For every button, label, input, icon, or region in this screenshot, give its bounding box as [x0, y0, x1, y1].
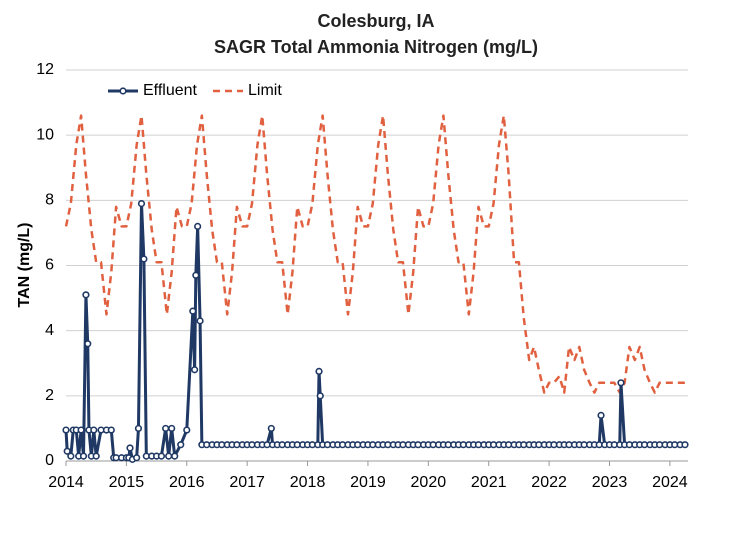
data-point	[137, 199, 146, 208]
chart-subtitle: SAGR Total Ammonia Nitrogen (mg/L)	[214, 37, 538, 57]
x-tick-label: 2016	[169, 474, 205, 491]
data-point	[67, 452, 75, 460]
data-point	[171, 452, 179, 460]
data-point	[84, 340, 92, 348]
x-tick-label: 2023	[592, 474, 628, 491]
y-tick-label: 4	[45, 322, 54, 339]
data-point	[194, 222, 202, 230]
x-tick-label: 2017	[229, 474, 265, 491]
data-point	[617, 379, 625, 387]
data-point	[681, 441, 689, 449]
data-point	[196, 317, 204, 325]
data-point	[597, 411, 605, 419]
data-point	[168, 424, 176, 433]
data-point	[315, 367, 323, 375]
data-point	[162, 424, 170, 433]
y-tick-label: 8	[45, 192, 54, 209]
series-line	[64, 114, 685, 394]
data-point	[63, 447, 71, 455]
chart-title: Colesburg, IA	[317, 11, 434, 31]
legend-label: Limit	[248, 82, 282, 99]
x-tick-label: 2019	[350, 474, 386, 491]
data-point	[316, 392, 324, 400]
data-point	[133, 454, 141, 462]
data-point	[126, 444, 134, 452]
data-point	[157, 452, 166, 460]
x-tick-label: 2018	[290, 474, 326, 491]
x-tick-label: 2024	[652, 474, 688, 491]
data-point	[165, 452, 173, 460]
data-point	[134, 424, 143, 433]
data-point	[82, 291, 90, 299]
y-tick-label: 2	[45, 387, 54, 404]
data-point	[77, 426, 85, 434]
y-tick-label: 6	[45, 257, 54, 274]
y-tick-label: 12	[36, 61, 54, 78]
data-point	[189, 307, 197, 315]
x-tick-label: 2014	[48, 474, 84, 491]
x-tick-label: 2020	[411, 474, 447, 491]
data-point	[107, 426, 115, 434]
y-tick-label: 10	[36, 126, 54, 143]
data-point	[267, 424, 275, 433]
x-tick-label: 2022	[531, 474, 567, 491]
legend-label: Effluent	[143, 82, 198, 99]
x-tick-label: 2021	[471, 474, 507, 491]
data-point	[183, 426, 191, 434]
y-tick-label: 0	[45, 452, 54, 469]
data-point	[92, 452, 100, 460]
data-point	[90, 426, 98, 434]
data-point	[177, 441, 185, 449]
data-point	[62, 426, 70, 434]
data-point	[79, 452, 88, 460]
data-point	[140, 255, 148, 263]
y-axis-label: TAN (mg/L)	[16, 222, 33, 307]
data-point	[191, 366, 199, 374]
x-tick-label: 2015	[109, 474, 145, 491]
data-point	[192, 271, 200, 279]
legend-marker	[119, 87, 127, 95]
